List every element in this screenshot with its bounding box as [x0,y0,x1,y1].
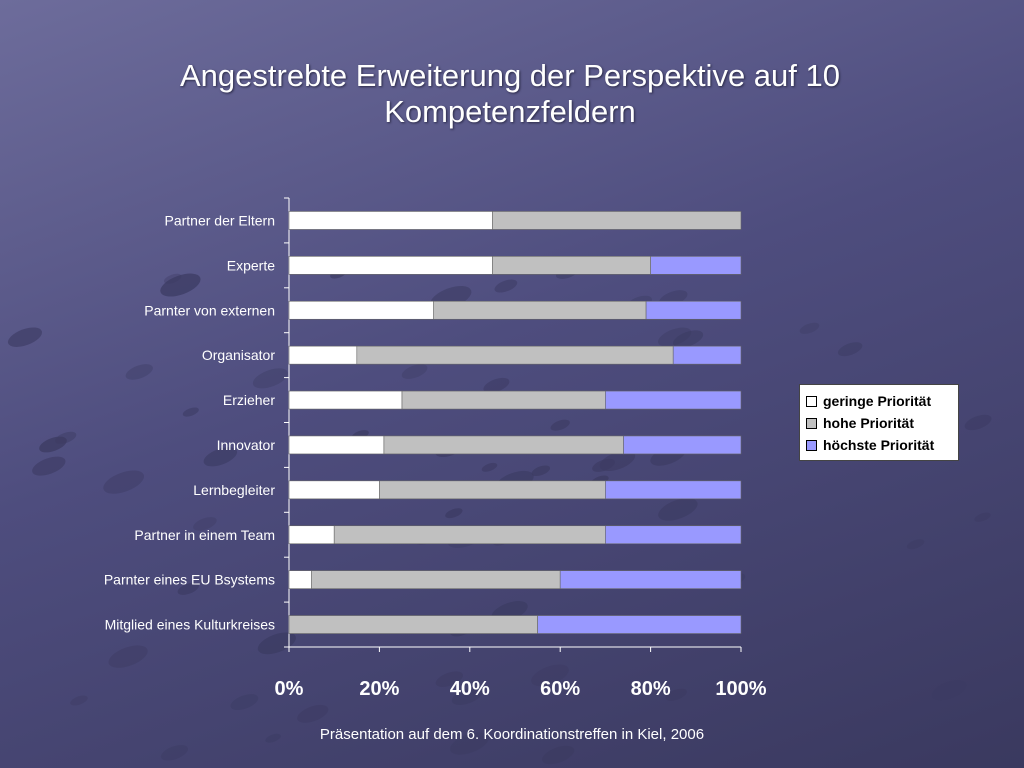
background-dot [451,687,483,705]
bar-segment-geringe [288,390,403,410]
category-label: Partner der Eltern [165,212,276,228]
bar-segment-hohe [433,300,647,320]
background-dot [931,680,967,701]
bar-segment-hoechste [537,615,742,634]
category-label: Parnter von externen [144,302,275,318]
bar-segment-hohe [401,390,606,410]
background-dot [483,377,510,393]
slide-footer: Präsentation auf dem 6. Koordinationstre… [319,726,705,743]
background-dot [974,512,991,522]
bar-segment-hoechste [623,435,742,455]
bar-segment-geringe [288,480,380,500]
bar-segment-hohe [379,480,606,500]
slide-title: Angestrebte Erweiterung der Perspektive … [180,58,840,129]
bar-segment-geringe [288,345,358,365]
bar-segment-hoechste [605,480,742,500]
background-dot [964,414,992,431]
bar-segment-hohe [311,570,561,589]
x-tick-label: 0% [275,678,304,700]
bar-segment-hoechste [650,256,742,275]
background-dot [182,407,199,417]
bar-segment-geringe [288,211,493,230]
background-dot [401,364,428,379]
background-dot [531,465,551,477]
bar-segment-hohe [333,525,606,545]
background-dot [108,645,148,668]
background-dot [550,419,570,431]
background-dot [39,436,67,453]
x-tick-label: 100% [715,678,766,700]
background-dot [297,704,329,723]
x-tick-label: 60% [540,678,580,700]
x-tick-label: 20% [359,678,399,700]
legend-item-hoechste: höchste Priorität [806,434,952,456]
bar-segment-hoechste [559,570,742,589]
background-dot [125,364,153,380]
legend-item-hohe: hohe Priorität [806,412,952,434]
x-tick-label: 40% [450,678,490,700]
legend-item-geringe: geringe Priorität [806,390,952,412]
background-dot [542,745,575,765]
legend-label-hohe: hohe Priorität [823,415,915,431]
bar-segment-geringe [288,300,434,320]
background-dot [658,498,698,521]
category-label: Erzieher [223,392,275,408]
chart-legend: geringe Priorität hohe Priorität höchste… [799,384,959,461]
background-dot [665,688,687,701]
category-label: Lernbegleiter [193,482,275,498]
background-dot [906,539,925,550]
bar-segment-geringe [288,525,335,545]
category-label: Mitglied eines Kulturkreises [105,617,275,633]
bar-segment-hohe [356,345,674,365]
background-dot [252,368,288,389]
background-dot [531,664,569,687]
background-dot [7,327,43,347]
category-label: Organisator [202,347,275,363]
background-dot [257,632,296,655]
background-dot [445,508,463,519]
bar-segment-hohe [492,211,742,230]
bar-segment-hoechste [605,525,742,545]
bar-segment-hoechste [672,345,742,365]
background-dot [673,330,704,348]
background-dot [164,273,182,284]
category-label: Experte [227,257,275,273]
background-dot [599,450,636,471]
x-tick-label: 80% [631,678,671,700]
bar-segment-hohe [492,256,651,275]
bar-segment-hohe [288,615,538,634]
category-label: Parnter eines EU Bsystems [104,572,275,588]
background-dot [177,582,200,595]
bar-segment-geringe [288,256,493,275]
legend-label-hoechste: höchste Priorität [823,437,935,453]
background-dot [799,322,820,334]
background-dot [103,470,145,494]
category-label: Innovator [217,437,276,453]
bar-segment-hohe [383,435,624,455]
background-dot [193,517,217,531]
background-dot [658,327,692,347]
background-dot [265,733,281,743]
bar-segment-hoechste [645,300,742,320]
legend-swatch-hoechste [806,439,817,451]
bar-segment-geringe [288,570,312,589]
background-dot [837,342,863,357]
background-dot [494,279,518,293]
category-label: Partner in einem Team [134,527,275,543]
bar-segment-geringe [288,435,385,455]
legend-label-geringe: geringe Priorität [823,393,932,409]
background-dot [435,671,463,687]
background-dot [230,694,259,710]
background-dot [203,447,238,467]
legend-swatch-geringe [806,395,817,407]
background-dot [160,273,201,297]
background-dot [70,695,88,706]
background-dot [449,732,489,755]
bar-segment-hoechste [605,390,742,410]
legend-swatch-hohe [806,417,817,429]
background-dot [481,462,498,472]
background-dot [32,456,66,476]
background-dot [160,745,189,761]
